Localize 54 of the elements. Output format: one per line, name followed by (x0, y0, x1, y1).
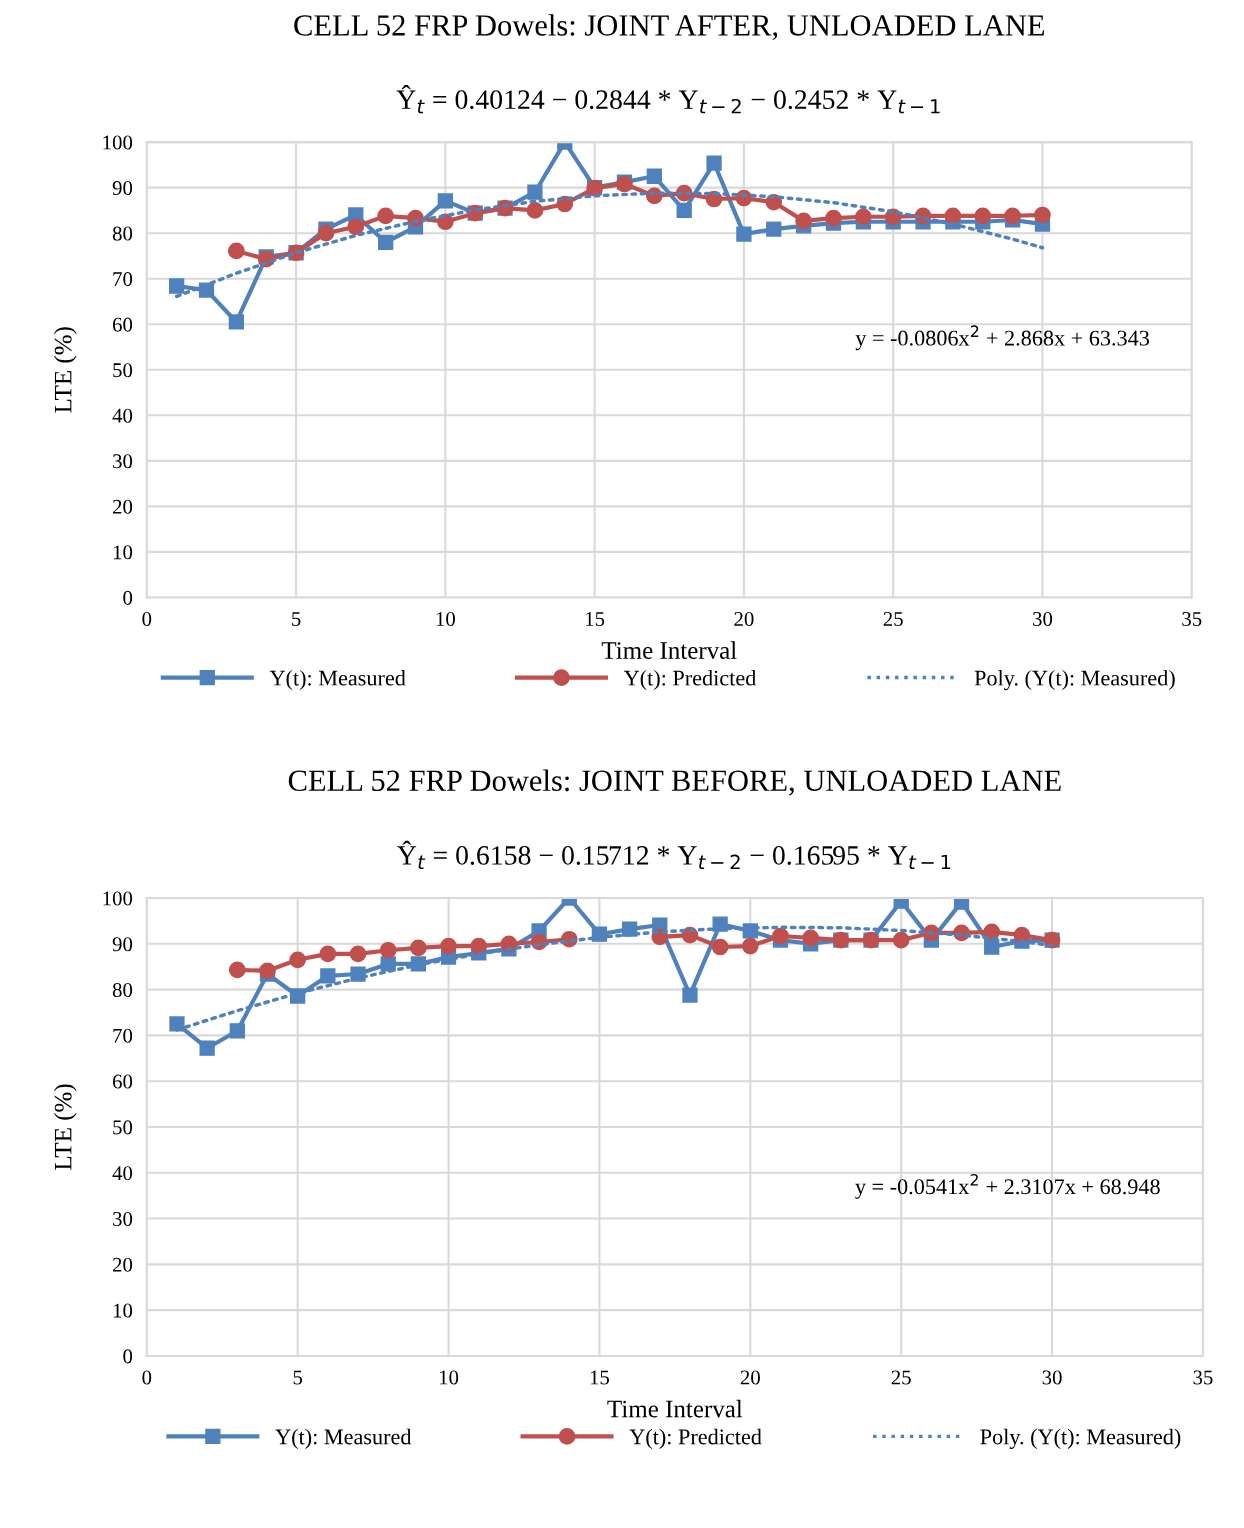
x-tick-label: 25 (883, 612, 903, 626)
y-tick-label: 20 (112, 1257, 133, 1272)
x-tick-label: 10 (439, 1370, 459, 1385)
y-tick-label: 30 (113, 1211, 133, 1226)
y-tick-label: 0 (123, 590, 133, 605)
legend-label: Poly. (Y(t): Measured) (980, 1428, 1181, 1449)
y-tick-label: 90 (112, 181, 133, 196)
x-tick-label: 35 (1182, 612, 1202, 626)
y-axis-title: LTE (%) (53, 1084, 77, 1170)
y-tick-label: 0 (123, 1349, 133, 1364)
legend-label: Y(t): Measured (275, 1428, 412, 1449)
y-tick-label: 100 (103, 891, 133, 906)
legend-label: Y(t): Predicted (629, 1428, 762, 1449)
y-tick-label: 10 (113, 1303, 133, 1318)
y-tick-label: 50 (113, 363, 133, 378)
x-tick-label: 0 (142, 611, 152, 626)
x-tick-label: 5 (293, 1370, 303, 1385)
y-tick-label: 80 (112, 982, 133, 998)
x-tick-label: 0 (142, 1370, 152, 1385)
y-tick-label: 70 (113, 1028, 133, 1043)
y-tick-label: 90 (112, 937, 133, 952)
annotation: y = -0.0541x$^{2}$ + 2.3107x + 68.948 (855, 1173, 1160, 1199)
y-tick-label: 80 (112, 226, 133, 241)
legend-label: Poly. (Y(t): Measured) (974, 669, 1175, 691)
y-tick-label: 60 (112, 317, 133, 332)
chart-subtitle: Ŷ$_{t}$ = 0.6158 − 0.15712 * Y$_{t−2}$ − 0.16595 * Y$_{t−1}$ (397, 840, 951, 870)
x-tick-label: 20 (740, 1370, 760, 1385)
y-tick-label: 20 (112, 499, 133, 514)
x-tick-label: 35 (1193, 1370, 1213, 1385)
chart-title: CELL 52 FRP Dowels: JOINT BEFORE, UNLOADED LANE (288, 769, 1061, 796)
y-tick-label: 30 (113, 454, 133, 469)
x-tick-label: 30 (1042, 1370, 1062, 1385)
x-tick-label: 10 (436, 611, 455, 626)
x-tick-label: 15 (586, 612, 605, 626)
y-axis-title: LTE (%) (53, 327, 77, 413)
chart-title: CELL 52 FRP Dowels: JOINT AFTER, UNLOADED LANE (294, 14, 1045, 41)
x-tick-label: 5 (292, 612, 301, 626)
x-tick-label: 30 (1033, 611, 1053, 626)
y-tick-label: 100 (103, 135, 133, 150)
legend-label: Y(t): Measured (269, 669, 406, 691)
x-tick-label: 25 (891, 1370, 911, 1385)
x-axis-title: Time Interval (607, 1399, 743, 1418)
y-tick-label: 40 (112, 408, 133, 423)
x-axis-title: Time Interval (601, 641, 737, 659)
y-tick-label: 50 (113, 1120, 133, 1135)
annotation: y = -0.0806x$^{2}$ + 2.868x + 63.343 (855, 325, 1150, 351)
x-tick-label: 15 (590, 1370, 610, 1385)
y-tick-label: 40 (112, 1166, 133, 1181)
x-tick-label: 20 (734, 611, 754, 626)
chart-subtitle: Ŷ$_{t}$ = 0.40124 − 0.2844 * Y$_{t−2}$ − 0.2452 * Y$_{t−1}$ (396, 84, 940, 114)
y-tick-label: 60 (112, 1074, 133, 1089)
y-tick-label: 10 (113, 545, 133, 560)
y-tick-label: 70 (113, 272, 133, 287)
legend-label: Y(t): Predicted (623, 669, 757, 691)
